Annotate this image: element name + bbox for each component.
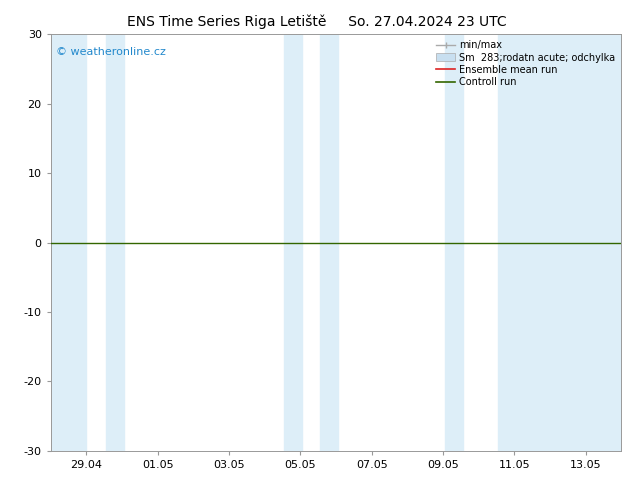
- Bar: [106, 34, 124, 451]
- Text: ENS Time Series Riga Letiště     So. 27.04.2024 23 UTC: ENS Time Series Riga Letiště So. 27.04.2…: [127, 15, 507, 29]
- Bar: [284, 34, 302, 451]
- Text: © weatheronline.cz: © weatheronline.cz: [56, 47, 166, 57]
- Bar: [498, 34, 621, 451]
- Bar: [445, 34, 463, 451]
- Legend: min/max, Sm  283;rodatn acute; odchylka, Ensemble mean run, Controll run: min/max, Sm 283;rodatn acute; odchylka, …: [432, 36, 619, 91]
- Bar: [320, 34, 338, 451]
- Bar: [51, 34, 86, 451]
